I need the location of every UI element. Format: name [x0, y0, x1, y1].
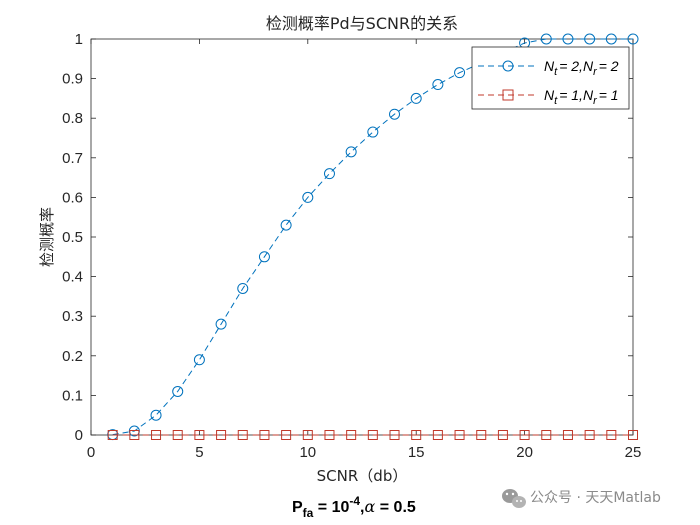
- data-point: [346, 430, 357, 440]
- caption: Pfa = 10-4,α = 0.5: [292, 494, 416, 520]
- x-tick-label: 5: [195, 444, 203, 461]
- data-point: [454, 430, 465, 440]
- data-point: [323, 168, 335, 180]
- x-axis-label: SCNR（db）: [317, 467, 408, 485]
- data-point: [302, 191, 314, 203]
- y-tick-label: 0.8: [62, 110, 83, 127]
- data-point: [107, 430, 118, 440]
- data-point: [367, 430, 378, 440]
- y-tick-label: 0.4: [62, 269, 83, 286]
- data-point: [584, 33, 596, 45]
- data-point: [259, 430, 270, 440]
- y-tick-label: 0.1: [62, 387, 83, 404]
- chart-title: 检测概率Pd与SCNR的关系: [266, 14, 458, 33]
- data-point: [194, 430, 205, 440]
- data-point: [389, 108, 401, 120]
- series-2: [107, 430, 638, 440]
- data-point: [411, 430, 422, 440]
- data-point: [280, 219, 292, 231]
- data-point: [562, 430, 573, 440]
- data-point: [432, 79, 444, 91]
- data-point: [215, 318, 227, 330]
- wechat-icon: [502, 489, 526, 508]
- data-point: [216, 430, 227, 440]
- data-point: [150, 409, 162, 421]
- legend: Nt = 2,Nr = 2 Nt = 1,Nr = 1: [471, 46, 630, 110]
- y-tick-label: 0: [75, 427, 83, 444]
- legend-label-1: Nt = 2,Nr = 2: [544, 58, 619, 78]
- legend-marker-circle: [502, 60, 514, 72]
- data-point: [562, 33, 574, 45]
- y-axis-label: 检测概率: [38, 207, 56, 267]
- legend-entry-2: Nt = 1,Nr = 1: [478, 87, 619, 107]
- data-point: [497, 430, 508, 440]
- data-point: [628, 430, 638, 440]
- data-point: [584, 430, 595, 440]
- data-point: [541, 430, 552, 440]
- data-point: [151, 430, 162, 440]
- data-point: [432, 430, 443, 440]
- x-tick-label: 25: [625, 444, 642, 461]
- data-point: [540, 33, 552, 45]
- data-point: [367, 126, 379, 138]
- data-point: [410, 92, 422, 104]
- data-point: [605, 33, 617, 45]
- data-point: [454, 67, 466, 79]
- watermark: 公众号 · 天天Matlab: [502, 489, 661, 508]
- data-point: [519, 430, 530, 440]
- y-tick-label: 0.3: [62, 308, 83, 325]
- data-point: [302, 430, 313, 440]
- y-tick-label: 0.5: [62, 229, 83, 246]
- series-layer: [107, 33, 639, 441]
- y-tick-label: 1: [75, 31, 83, 48]
- data-point: [476, 430, 487, 440]
- x-tick-label: 0: [87, 444, 95, 461]
- legend-label-2: Nt = 1,Nr = 1: [544, 87, 619, 107]
- y-tick-label: 0.7: [62, 150, 83, 167]
- data-point: [324, 430, 335, 440]
- data-point: [237, 282, 249, 294]
- data-point: [258, 251, 270, 263]
- data-point: [389, 430, 400, 440]
- y-tick-label: 0.9: [62, 71, 83, 88]
- data-point: [606, 430, 617, 440]
- x-tick-label: 20: [516, 444, 533, 461]
- series-line: [112, 38, 633, 436]
- legend-entry-1: Nt = 2,Nr = 2: [478, 58, 619, 78]
- watermark-text: 公众号 · 天天Matlab: [530, 490, 661, 506]
- legend-marker-square: [502, 89, 514, 101]
- x-tick-label: 10: [299, 444, 316, 461]
- data-point: [129, 430, 140, 440]
- data-point: [237, 430, 248, 440]
- legend-box: [471, 46, 630, 110]
- data-point: [172, 385, 184, 397]
- data-point: [193, 354, 205, 366]
- ticks: 0 5 10 15 20 25 0 0.1 0.2 0.3 0.4 0.5 0.6 0.7 0.8 0.9 1: [62, 31, 641, 461]
- data-point: [345, 146, 357, 158]
- data-point: [281, 430, 292, 440]
- y-tick-label: 0.6: [62, 189, 83, 206]
- y-tick-label: 0.2: [62, 348, 83, 365]
- data-point: [627, 33, 639, 45]
- x-tick-label: 15: [408, 444, 425, 461]
- data-point: [172, 430, 183, 440]
